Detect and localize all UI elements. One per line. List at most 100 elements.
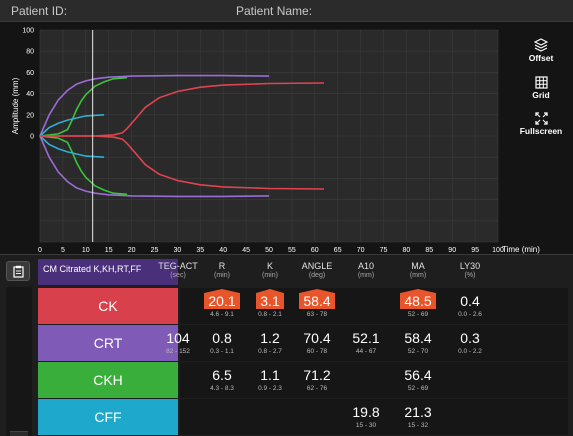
column-title: R (218, 261, 226, 271)
x-tick-label: 60 (311, 247, 319, 254)
result-cell: 56.4 52 - 69 (392, 362, 444, 398)
x-tick-label: 90 (448, 247, 456, 254)
column-title: K (266, 261, 273, 271)
result-cell: 70.4 60 - 78 (291, 325, 343, 361)
result-value: 104 (166, 330, 190, 346)
y-axis-label: Amplitude (mm) (11, 77, 20, 134)
result-value: 6.5 (212, 367, 232, 383)
column-unit: (mm) (409, 272, 427, 279)
result-cell: 20.1 4.6 - 9.1 (196, 288, 248, 324)
channel-label[interactable]: CKH (38, 362, 178, 398)
result-value: 20.1 (196, 293, 248, 309)
x-tick-label: 15 (105, 247, 113, 254)
grid-button[interactable]: Grid (518, 76, 564, 100)
out-of-range-badge: 20.1 (204, 293, 240, 309)
result-cell (444, 362, 496, 398)
result-row[interactable]: CK 20.1 4.6 - 9.1 3.1 0.8 - 2.1 58.4 63 - 78 48… (38, 288, 568, 324)
offset-label: Offset (528, 53, 554, 63)
column-title: ANGLE (301, 261, 333, 271)
patient-name-label: Patient Name: (236, 4, 313, 18)
x-tick-label: 85 (425, 247, 433, 254)
result-value: 70.4 (303, 330, 331, 346)
column-header: TEG-ACT (sec) (152, 261, 204, 279)
result-value: 19.8 (352, 404, 380, 420)
trace-line-lower (40, 135, 325, 190)
result-value: 3.1 (244, 293, 296, 309)
reference-range: 4.6 - 9.1 (210, 311, 234, 318)
x-tick-label: 40 (219, 247, 227, 254)
reference-range: 15 - 32 (407, 422, 429, 429)
panel-tab[interactable] (10, 431, 28, 436)
channel-label[interactable]: CRT (38, 325, 178, 361)
trace-line-lower (39, 135, 270, 198)
reference-range: 0.9 - 2.3 (258, 385, 282, 392)
fullscreen-icon (534, 112, 548, 125)
result-value: 71.2 (303, 367, 331, 383)
clipboard-button[interactable] (6, 261, 30, 281)
x-tick-label: 0 (38, 247, 42, 254)
column-unit: (%) (464, 272, 476, 279)
channel-label[interactable]: CFF (38, 399, 178, 435)
column-unit: (sec) (170, 272, 186, 279)
trace-line-upper (39, 74, 270, 137)
reference-range: 0.0 - 2.2 (458, 348, 482, 355)
column-unit: (min) (214, 272, 230, 279)
result-cell: 52.1 44 - 67 (340, 325, 392, 361)
channel-label[interactable]: CK (38, 288, 178, 324)
out-of-range-badge: 58.4 (299, 293, 335, 309)
result-value: 1.1 (260, 367, 280, 383)
result-cell (244, 399, 296, 435)
result-row[interactable]: CKH 6.5 4.3 - 8.3 1.1 0.9 - 2.3 71.2 62 - 76 56… (38, 362, 568, 398)
column-header: LY30 (%) (444, 261, 496, 279)
column-unit: (mm) (357, 272, 375, 279)
fullscreen-label: Fullscreen (519, 126, 563, 136)
reference-range: 62 - 76 (306, 385, 328, 392)
column-header: MA (mm) (392, 261, 444, 279)
result-cell: 6.5 4.3 - 8.3 (196, 362, 248, 398)
left-panel-strip (6, 287, 32, 436)
result-cell: 104 82 - 152 (152, 325, 204, 361)
fullscreen-button[interactable]: Fullscreen (518, 112, 564, 136)
trace-line-lower (39, 135, 128, 196)
trace-line-upper (40, 82, 325, 137)
result-cell: 1.2 0.8 - 2.7 (244, 325, 296, 361)
y-tick-label: 80 (26, 49, 34, 56)
result-value: 1.2 (260, 330, 280, 346)
x-tick-label: 100 (492, 247, 504, 254)
reference-range: 44 - 67 (355, 348, 377, 355)
x-axis-label: Time (min) (502, 245, 540, 254)
reference-range: 0.0 - 2.6 (458, 311, 482, 318)
x-tick-label: 45 (242, 247, 250, 254)
patient-header: Patient ID: Patient Name: (0, 0, 573, 22)
x-tick-label: 75 (380, 247, 388, 254)
trace-line-upper (39, 76, 128, 137)
trace-line-upper (39, 114, 105, 137)
result-value: 21.3 (404, 404, 432, 420)
result-row[interactable]: CRT 104 82 - 152 0.8 0.3 - 1.1 1.2 0.8 - 2.7 70… (38, 325, 568, 361)
result-cell: 19.8 15 - 30 (340, 399, 392, 435)
reference-range: 60 - 78 (306, 348, 328, 355)
column-title: LY30 (459, 261, 481, 271)
y-tick-label: 20 (26, 112, 34, 119)
results-panel: CM Citrated K,KH,RT,FF TEG-ACT (sec) R (min… (0, 254, 573, 436)
reference-range: 82 - 152 (166, 348, 190, 355)
result-cell: 0.3 0.0 - 2.2 (444, 325, 496, 361)
x-tick-label: 50 (265, 247, 273, 254)
column-title: A10 (357, 261, 374, 271)
x-tick-label: 20 (128, 247, 136, 254)
result-value: 0.4 (460, 293, 480, 309)
teg-chart-area: 100 80 60 40 20 0 0 5 10 15 20 25 30 35 40 45 50 55 60 65 70… (0, 22, 573, 254)
result-row[interactable]: CFF 19.8 15 - 30 21.3 15 - 32 (38, 399, 568, 435)
result-cell: 1.1 0.9 - 2.3 (244, 362, 296, 398)
out-of-range-badge: 3.1 (256, 293, 284, 309)
trace-line-lower (39, 135, 105, 158)
result-cells: 104 82 - 152 0.8 0.3 - 1.1 1.2 0.8 - 2.7 70.4 6… (166, 325, 568, 361)
result-cell: 0.4 0.0 - 2.6 (444, 288, 496, 324)
y-tick-label: 60 (26, 70, 34, 77)
offset-button[interactable]: Offset (518, 38, 564, 63)
result-cell: 71.2 62 - 76 (291, 362, 343, 398)
result-cell: 58.4 52 - 70 (392, 325, 444, 361)
result-cell (196, 399, 248, 435)
result-cell: 3.1 0.8 - 2.1 (244, 288, 296, 324)
reference-range: 0.3 - 1.1 (210, 348, 234, 355)
